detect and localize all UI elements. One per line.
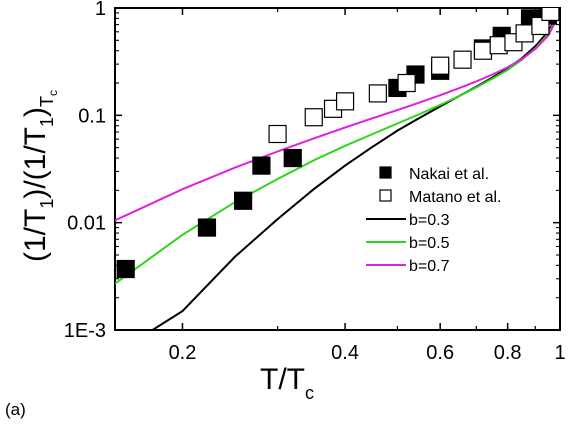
y-tick-label: 0.1 — [78, 105, 106, 127]
legend-label: b=0.3 — [409, 212, 450, 229]
data-point-matano — [268, 124, 287, 144]
x-axis-title-sub: c — [305, 383, 314, 403]
data-point-nakai — [197, 218, 217, 237]
data-point-matano — [531, 16, 550, 36]
x-axis: 0.2 0.4 0.6 0.8 1 — [169, 8, 566, 364]
y-tick-label: 0.01 — [67, 213, 106, 235]
y-axis-title-part2: )/(1/T — [19, 127, 52, 199]
y-axis-title-sub3: T — [37, 96, 57, 107]
legend-label: b=0.5 — [409, 235, 450, 252]
y-axis-title-part1: (1/T — [19, 209, 52, 262]
y-tick-label: 1E-3 — [64, 320, 106, 342]
plot-border — [114, 7, 561, 331]
legend-label: Matano et al. — [409, 189, 502, 206]
x-tick-label: 0.2 — [169, 342, 197, 364]
data-point-nakai — [234, 191, 253, 210]
series-layer — [115, 8, 560, 330]
plot-frame — [114, 7, 561, 331]
data-point-matano — [541, 8, 560, 21]
data-point-matano — [431, 56, 450, 75]
data-point-matano — [335, 92, 355, 111]
x-tick-label: 0.6 — [426, 342, 454, 364]
y-axis-title-sub1: 1 — [37, 199, 57, 209]
legend-marker — [379, 166, 392, 179]
series-line-b-0-5 — [115, 20, 557, 285]
y-axis-title-sub2: 1 — [37, 117, 57, 127]
data-point-matano — [515, 24, 534, 43]
data-point-nakai — [252, 156, 271, 175]
y-axis-title: (1/T1)/(1/T1)Tc — [19, 90, 60, 262]
data-point-matano — [304, 108, 323, 127]
x-tick-label: 0.4 — [331, 342, 359, 364]
panel-label: (a) — [5, 400, 26, 419]
x-tick-label: 0.8 — [494, 342, 522, 364]
y-tick-label: 1 — [95, 0, 106, 20]
data-point-matano — [368, 84, 387, 103]
legend: Nakai et al. Matano et al. b=0.3 b=0.5 b=0.7 — [366, 166, 502, 275]
x-axis-title-main: T/T — [260, 363, 305, 396]
series-line-b-0-7 — [115, 21, 557, 222]
legend-marker — [379, 189, 392, 202]
data-point-matano — [397, 73, 416, 93]
legend-label: Nakai et al. — [409, 166, 489, 183]
series-line-b-0-3 — [151, 19, 557, 330]
y-axis-title-part3: ) — [19, 107, 52, 117]
x-tick-label: 1 — [554, 342, 565, 364]
x-axis-title: T/Tc — [260, 363, 314, 403]
y-axis-title-sub4: c — [46, 90, 60, 96]
data-point-matano — [453, 50, 472, 69]
data-point-matano — [473, 41, 493, 60]
data-point-nakai — [283, 148, 302, 168]
y-axis: 1E-3 0.01 0.1 1 — [64, 0, 560, 342]
data-point-nakai — [116, 259, 135, 279]
legend-label: b=0.7 — [409, 258, 450, 275]
